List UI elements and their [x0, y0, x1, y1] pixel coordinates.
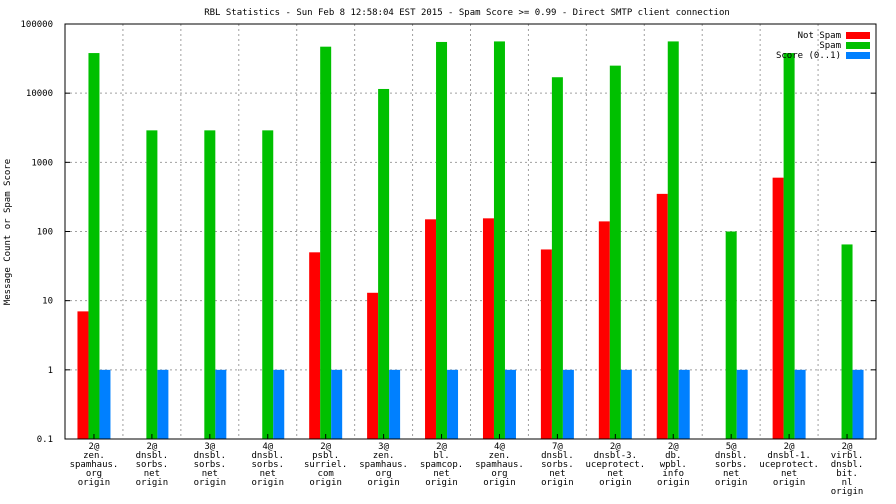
legend-label: Not Spam [798, 31, 841, 41]
bar-score-0-1 [794, 369, 806, 439]
y-tick-label: 10000 [26, 89, 53, 99]
bar-spam [609, 65, 621, 439]
bar-score-0-1 [215, 369, 227, 439]
bar-score-0-1 [99, 369, 111, 439]
x-tick-label: 2@ db. wpbl. info origin [657, 442, 690, 488]
x-tick-label: 4@ dnsbl. sorbs. net origin [251, 442, 284, 488]
x-tick-label: 2@ virbl. dnsbl. bit. nl origin [831, 442, 864, 497]
y-tick-label: 100000 [20, 20, 53, 30]
bar-not-spam [77, 311, 89, 439]
bar-not-spam [367, 292, 379, 439]
y-tick-label: 1 [48, 366, 53, 376]
bar-not-spam [656, 193, 668, 439]
bar-spam [783, 53, 795, 439]
x-tick-label: 2@ dnsbl. sorbs. net origin [136, 442, 169, 488]
bar-spam [551, 77, 563, 439]
bar-spam [378, 88, 390, 440]
bar-score-0-1 [331, 369, 343, 439]
bar-score-0-1 [157, 369, 169, 439]
bar-score-0-1 [852, 369, 864, 439]
bar-not-spam [309, 252, 321, 439]
bar-not-spam [772, 177, 784, 440]
y-tick-label: 0.1 [37, 435, 53, 445]
bar-spam [667, 41, 679, 440]
bar-spam [204, 130, 216, 439]
bar-score-0-1 [447, 369, 459, 439]
y-tick-label: 100 [37, 228, 53, 238]
bar-spam [146, 130, 158, 439]
bar-score-0-1 [273, 369, 285, 439]
bar-spam [493, 41, 505, 440]
x-tick-label: 2@ psbl. surriel. com origin [304, 442, 347, 488]
bar-not-spam [540, 249, 552, 439]
bar-score-0-1 [504, 369, 516, 439]
legend-label: Score (0..1) [776, 51, 841, 61]
x-tick-label: 2@ bl. spamcop. net origin [420, 442, 463, 488]
y-axis-label: Message Count or Spam Score [3, 159, 13, 305]
bar-score-0-1 [678, 369, 690, 439]
x-tick-label: 3@ dnsbl. sorbs. net origin [194, 442, 227, 488]
bars [77, 41, 864, 440]
x-tick-label: 3@ zen. spamhaus. org origin [359, 442, 408, 488]
bar-spam [88, 53, 100, 439]
y-tick-label: 1000 [31, 158, 53, 168]
bar-score-0-1 [389, 369, 401, 439]
legend-swatch [846, 32, 870, 39]
grid-lines [65, 24, 876, 439]
x-tick-label: 4@ zen. spamhaus. org origin [475, 442, 524, 488]
x-tick-label: 2@ zen. spamhaus. org origin [70, 442, 119, 488]
bar-score-0-1 [620, 369, 632, 439]
bar-spam [436, 41, 448, 439]
chart-title: RBL Statistics - Sun Feb 8 12:58:04 EST … [204, 8, 730, 18]
bar-spam [725, 231, 737, 439]
x-tick-label: 5@ dnsbl. sorbs. net origin [715, 442, 748, 488]
legend-label: Spam [819, 41, 841, 51]
bar-score-0-1 [736, 369, 748, 439]
x-tick-label: 2@ dnsbl-1. uceprotect. net origin [759, 442, 819, 488]
x-tick-label: 2@ dnsbl-3. uceprotect. net origin [586, 442, 646, 488]
legend-swatch [846, 52, 870, 59]
x-axis-labels: 2@ zen. spamhaus. org origin 2@ dnsbl. sorbs. ne… [70, 434, 864, 497]
y-tick-label: 10 [42, 297, 53, 307]
bar-spam [841, 244, 853, 439]
plot-border [64, 23, 877, 440]
bar-score-0-1 [562, 369, 574, 439]
x-tick-label: 7@ dnsbl. sorbs. net origin [541, 442, 574, 488]
legend-swatch [846, 42, 870, 49]
bar-spam [262, 130, 274, 439]
bar-not-spam [425, 219, 437, 439]
bar-not-spam [598, 221, 610, 439]
bar-spam [320, 46, 332, 439]
bar-not-spam [482, 218, 494, 439]
